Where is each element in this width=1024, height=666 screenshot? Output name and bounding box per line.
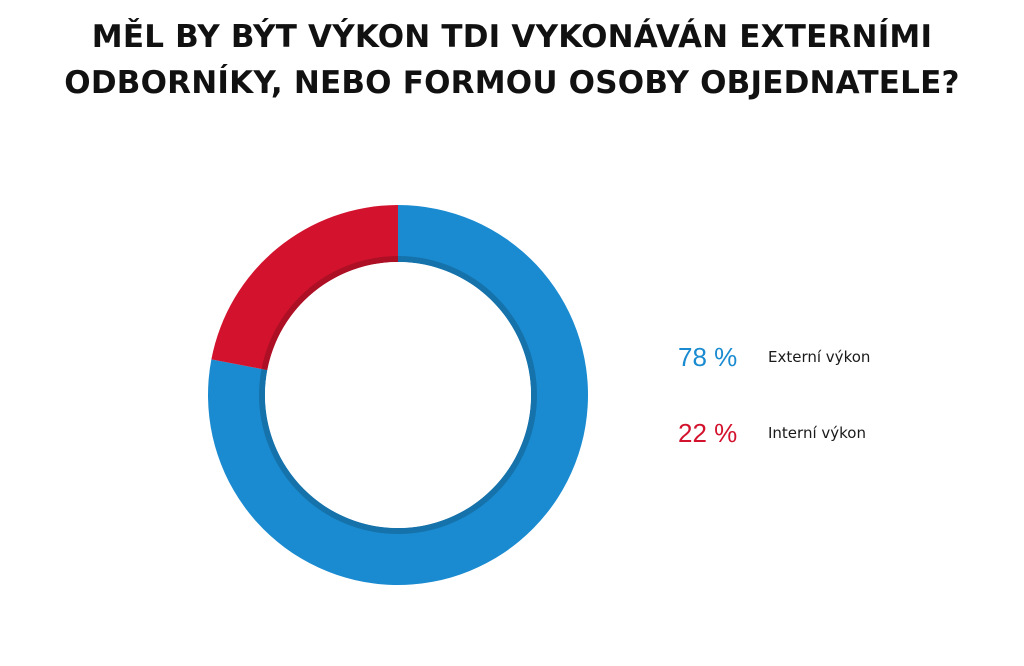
- legend-value-externi: 78 %: [678, 341, 738, 372]
- chart-title-line-1: MĚL BY BÝT VÝKON TDI VYKONÁVÁN EXTERNÍMI: [91, 19, 933, 55]
- donut-slices: [207, 205, 588, 586]
- donut-slice-0: [207, 205, 588, 586]
- chart-title-line-2: ODBORNÍKY, NEBO FORMOU OSOBY OBJEDNATELE…: [64, 65, 960, 101]
- donut-slice-1: [211, 205, 398, 371]
- legend-item-externi: 78 % Externí výkon: [678, 338, 870, 376]
- legend-label-externi: Externí výkon: [768, 348, 871, 366]
- legend: 78 % Externí výkon 22 % Interní výkon: [678, 338, 870, 452]
- donut-inner-shadow: [259, 256, 537, 534]
- legend-item-interni: 22 % Interní výkon: [678, 414, 870, 452]
- legend-value-interni: 22 %: [678, 417, 738, 448]
- donut-hole: [265, 262, 531, 528]
- chart-title: MĚL BY BÝT VÝKON TDI VYKONÁVÁN EXTERNÍMI…: [0, 14, 1024, 106]
- legend-label-interni: Interní výkon: [768, 424, 866, 442]
